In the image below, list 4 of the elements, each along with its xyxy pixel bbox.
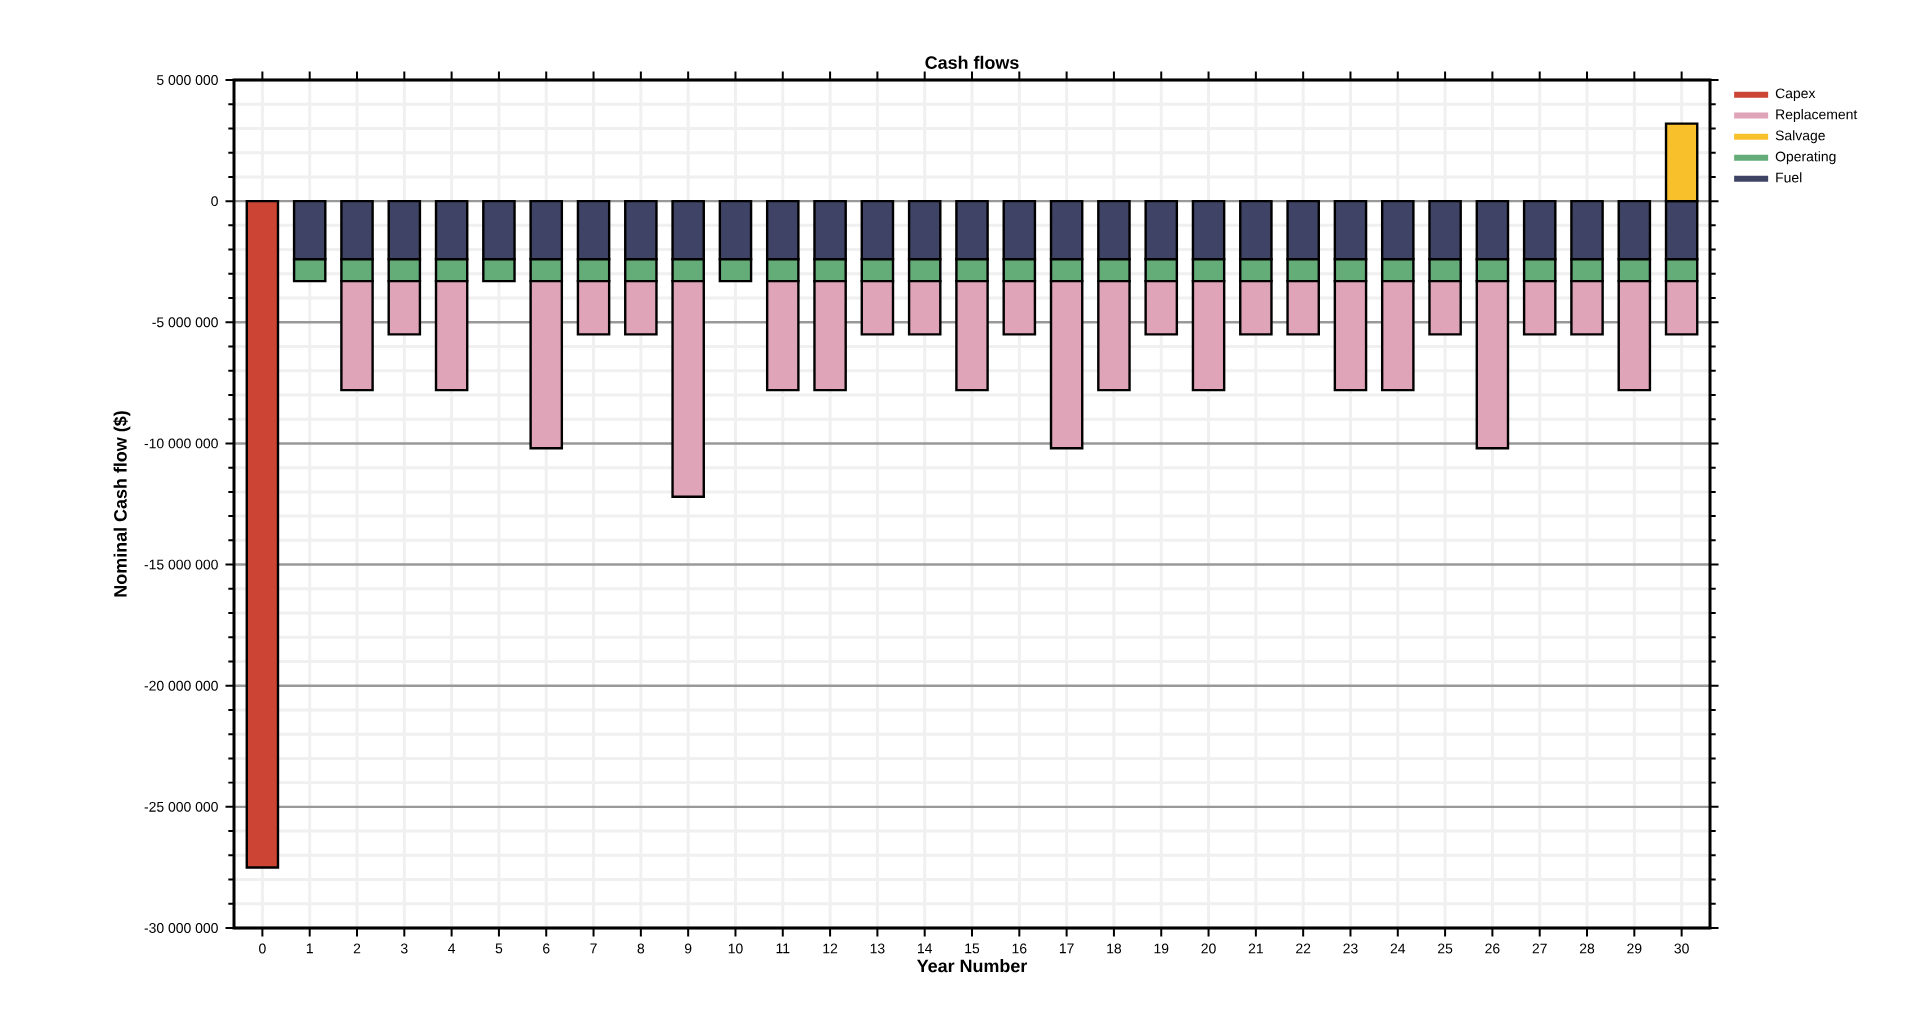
chart-title: Cash flows [925, 55, 1019, 69]
bar [245, 199, 280, 869]
x-axis-title: Year Number [917, 959, 1028, 973]
y-axis-title: Nominal Cash flow ($) [113, 411, 131, 597]
